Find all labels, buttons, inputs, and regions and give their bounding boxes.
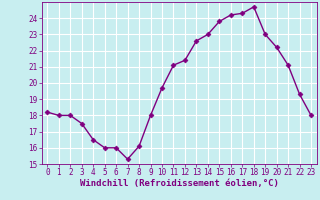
X-axis label: Windchill (Refroidissement éolien,°C): Windchill (Refroidissement éolien,°C) [80,179,279,188]
